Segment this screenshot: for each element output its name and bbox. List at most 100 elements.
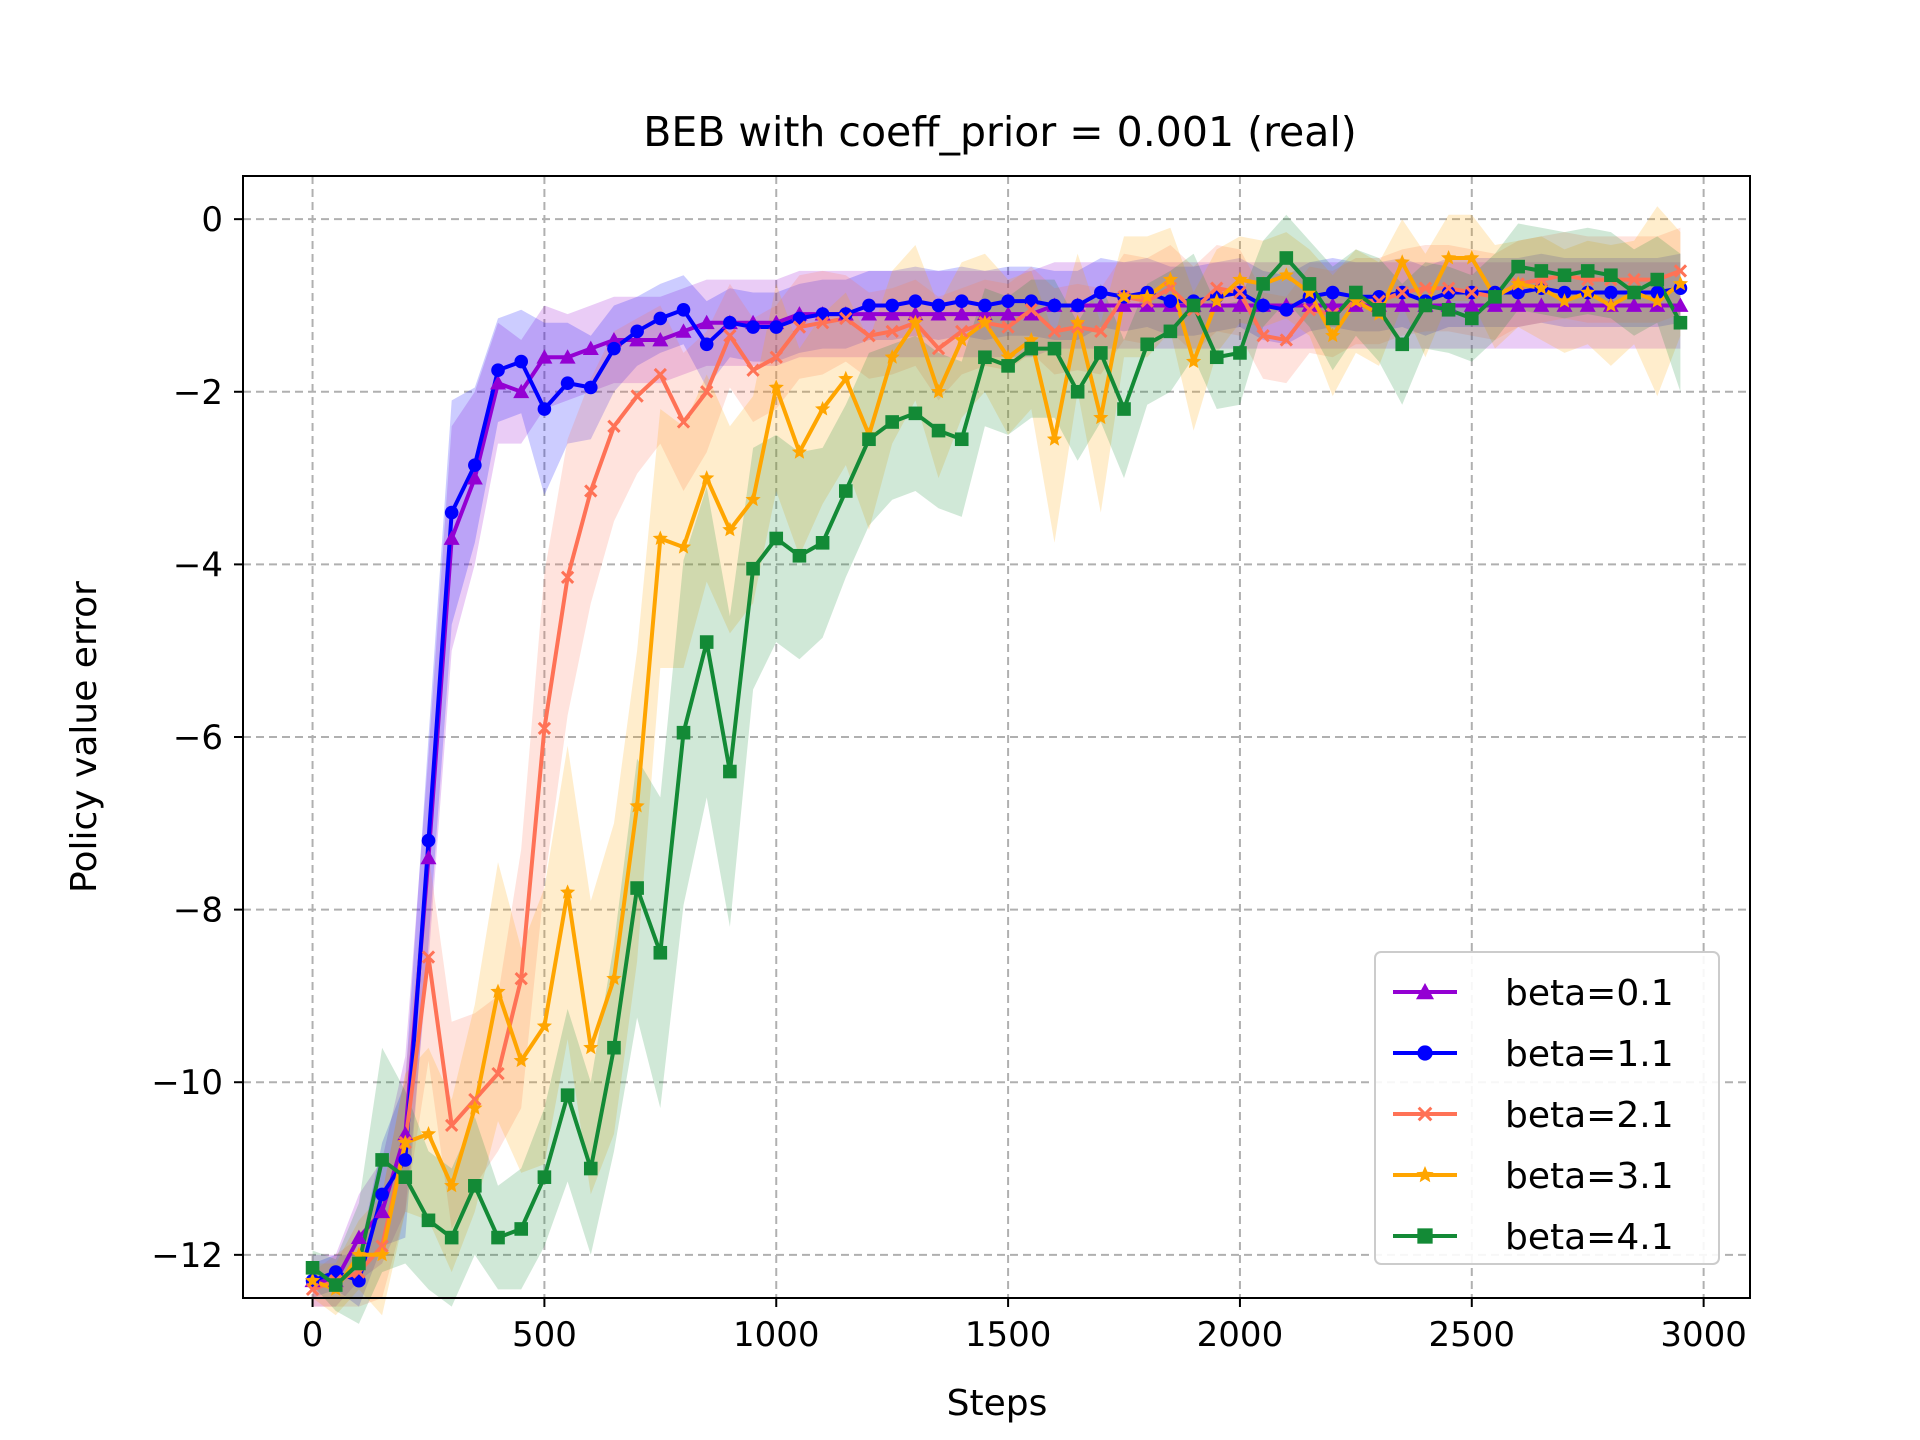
data-point bbox=[838, 370, 854, 386]
data-point bbox=[1511, 259, 1525, 274]
data-point bbox=[862, 432, 876, 447]
x-stroke bbox=[1627, 272, 1641, 287]
data-point bbox=[421, 1213, 436, 1228]
legend-label: beta=4.1 bbox=[1505, 1217, 1674, 1258]
x-stroke bbox=[560, 570, 575, 584]
data-point bbox=[1116, 288, 1132, 304]
data-point bbox=[444, 505, 459, 520]
band-series-3 bbox=[312, 206, 1681, 1316]
data-point bbox=[1672, 275, 1689, 291]
legend-marker bbox=[1417, 1228, 1433, 1244]
x-stroke bbox=[1302, 303, 1317, 317]
data-point bbox=[1441, 281, 1456, 295]
data-point bbox=[560, 570, 575, 584]
data-point bbox=[583, 1161, 598, 1176]
data-point bbox=[815, 316, 830, 330]
data-point bbox=[1256, 277, 1270, 291]
data-point bbox=[652, 530, 668, 545]
data-point bbox=[1395, 285, 1409, 300]
x-stroke bbox=[1395, 285, 1409, 300]
data-point bbox=[1372, 302, 1386, 317]
x-stroke bbox=[1024, 303, 1038, 317]
data-point bbox=[1580, 284, 1596, 299]
legend-label: beta=1.1 bbox=[1505, 1034, 1674, 1075]
data-point bbox=[328, 1278, 343, 1292]
data-point bbox=[1117, 402, 1131, 416]
data-point bbox=[653, 311, 668, 326]
data-point bbox=[420, 1126, 437, 1141]
data-point bbox=[1301, 284, 1318, 299]
data-point bbox=[815, 536, 830, 550]
data-point bbox=[374, 1203, 391, 1219]
data-point bbox=[930, 383, 947, 399]
data-point bbox=[931, 423, 946, 438]
x-stroke bbox=[1465, 285, 1479, 300]
data-point bbox=[1465, 285, 1479, 300]
data-point bbox=[1209, 350, 1224, 365]
data-point bbox=[1349, 285, 1363, 300]
x-stroke bbox=[468, 1092, 482, 1107]
data-point bbox=[839, 311, 853, 326]
x-stroke bbox=[584, 484, 598, 498]
data-point bbox=[908, 406, 923, 421]
x-axis-ticks: 0 500 1000 1500 2000 2500 3000 bbox=[302, 1298, 1747, 1355]
y-axis-label: Policy value error bbox=[64, 581, 105, 893]
data-point bbox=[1441, 250, 1457, 265]
data-point bbox=[792, 548, 807, 563]
data-point bbox=[653, 367, 667, 382]
data-point bbox=[583, 1039, 599, 1055]
data-point bbox=[769, 320, 784, 334]
data-point bbox=[977, 314, 993, 330]
data-point bbox=[1533, 297, 1550, 312]
data-point bbox=[607, 1040, 621, 1055]
data-point bbox=[1604, 285, 1618, 300]
data-point bbox=[746, 561, 760, 576]
x-stroke bbox=[537, 721, 552, 736]
data-point bbox=[468, 458, 482, 472]
data-point bbox=[1047, 324, 1062, 339]
data-point bbox=[1394, 297, 1411, 312]
x-stroke bbox=[723, 329, 737, 343]
series-markers bbox=[304, 250, 1689, 1297]
legend-marker bbox=[1416, 1166, 1434, 1183]
x-axis-label: Steps bbox=[947, 1383, 1048, 1424]
data-point bbox=[1672, 297, 1689, 312]
data-point bbox=[676, 725, 691, 740]
data-point bbox=[304, 1272, 321, 1288]
chart-title: BEB with coeff_prior = 0.001 (real) bbox=[643, 108, 1357, 156]
data-point bbox=[676, 302, 691, 317]
x-stroke bbox=[491, 1066, 505, 1081]
data-point bbox=[1094, 324, 1108, 339]
data-point bbox=[559, 349, 576, 364]
data-point bbox=[884, 306, 901, 321]
data-point bbox=[1464, 250, 1480, 265]
y-tick-label: −10 bbox=[151, 1063, 223, 1103]
data-point bbox=[1047, 298, 1062, 313]
data-point bbox=[1325, 285, 1340, 300]
data-point bbox=[607, 419, 621, 433]
y-axis-ticks: 0 −2 −4 −6 −8 −10 −12 bbox=[151, 200, 243, 1276]
band-series-4 bbox=[312, 214, 1681, 1324]
data-point bbox=[699, 337, 714, 352]
data-point bbox=[1209, 293, 1225, 308]
data-point bbox=[698, 314, 715, 330]
data-point bbox=[1348, 293, 1364, 308]
data-point bbox=[1070, 298, 1085, 313]
data-point bbox=[1279, 333, 1293, 347]
data-point bbox=[700, 385, 714, 399]
data-point bbox=[560, 376, 575, 390]
x-tick-label: 3000 bbox=[1660, 1315, 1747, 1355]
legend-box bbox=[1374, 951, 1720, 1265]
data-point bbox=[1534, 264, 1549, 278]
data-point bbox=[699, 635, 714, 649]
data-point bbox=[398, 1170, 413, 1184]
data-point bbox=[468, 1092, 482, 1107]
data-point bbox=[560, 884, 576, 899]
data-point bbox=[746, 363, 760, 377]
data-point bbox=[1093, 409, 1109, 425]
data-point bbox=[421, 950, 436, 964]
data-point bbox=[630, 881, 644, 895]
data-point bbox=[723, 329, 737, 343]
x-stroke bbox=[1417, 1106, 1433, 1122]
